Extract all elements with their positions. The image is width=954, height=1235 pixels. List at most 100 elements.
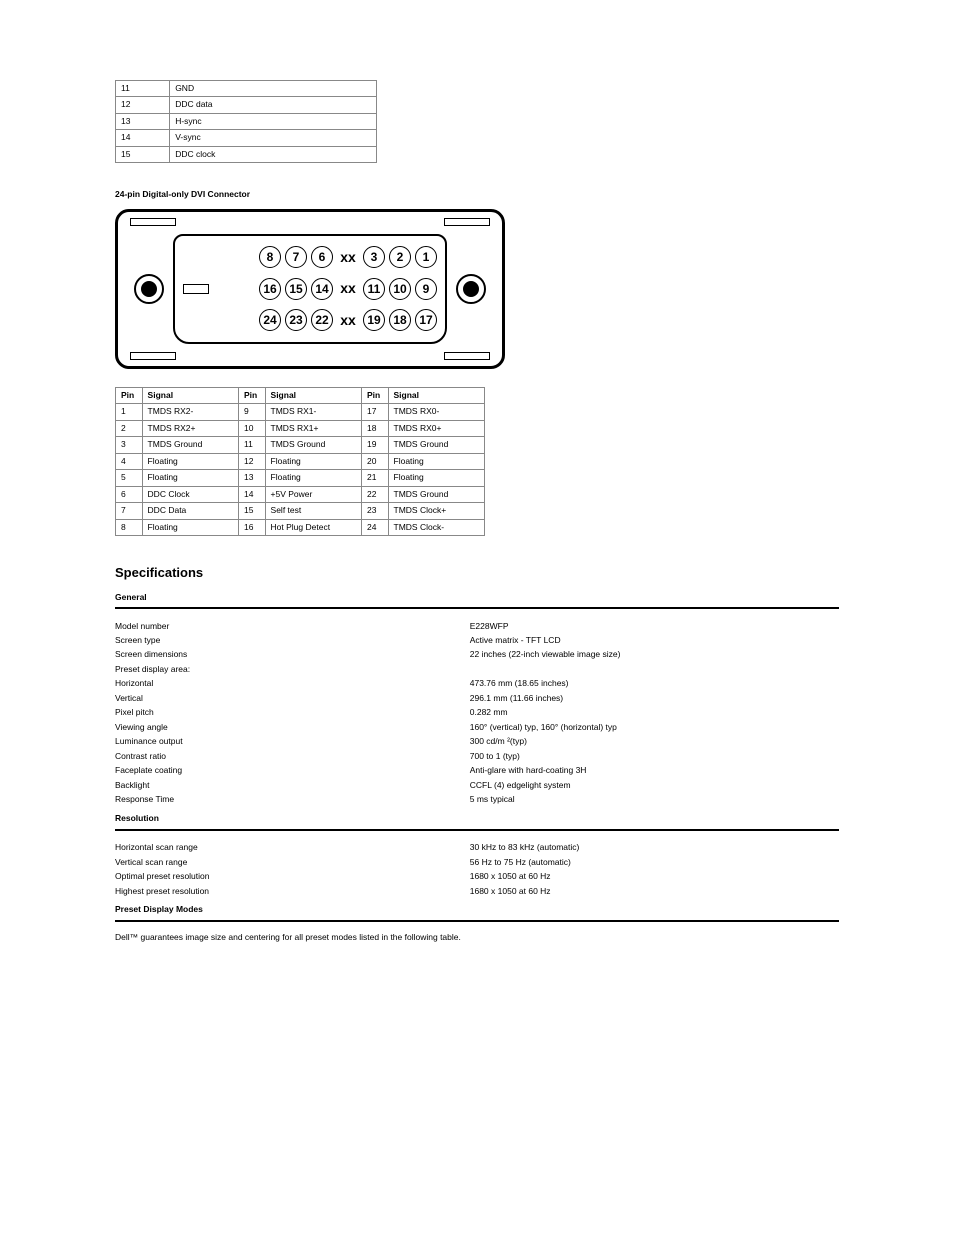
spec-key: Vertical scan range [115,855,470,869]
spec-row: Optimal preset resolution1680 x 1050 at … [115,870,839,884]
pin-circle: 8 [259,246,281,268]
spec-row: Faceplate coatingAnti-glare with hard-co… [115,764,839,778]
section-rule [115,607,839,609]
section-rule [115,920,839,922]
table-row: 12DDC data [116,97,377,113]
pin-signal: Floating [388,470,484,486]
pin-row: 242322xx191817 [213,309,437,331]
pin-number: 13 [116,113,170,129]
pin-signal: TMDS RX2+ [142,420,238,436]
jackscrew-icon [134,274,164,304]
pin-circle: 14 [311,278,333,300]
spec-row: Luminance output300 cd/m ²(typ) [115,735,839,749]
table-row: 6DDC Clock14+5V Power22TMDS Ground [116,486,485,502]
pin-signal: TMDS RX1- [265,404,361,420]
spec-key: Screen dimensions [115,648,470,662]
table-header-cell: Pin [116,387,143,403]
table-header-cell: Pin [238,387,265,403]
pin-signal: Self test [265,503,361,519]
spec-value: 22 inches (22-inch viewable image size) [470,648,839,662]
spec-row: Preset display area: [115,662,839,676]
spec-value: 0.282 mm [470,706,839,720]
pin-number: 6 [116,486,143,502]
spec-row: Screen typeActive matrix - TFT LCD [115,634,839,648]
spec-value: 30 kHz to 83 kHz (automatic) [470,841,839,855]
spec-value: 700 to 1 (typ) [470,749,839,763]
spec-row: Pixel pitch0.282 mm [115,706,839,720]
pin-number: 24 [361,519,388,535]
pin-circle: 18 [389,309,411,331]
spec-key: Screen type [115,634,470,648]
pin-signal: TMDS Clock- [388,519,484,535]
table-row: 8Floating16Hot Plug Detect24TMDS Clock- [116,519,485,535]
spec-value: CCFL (4) edgelight system [470,778,839,792]
pin-number: 22 [361,486,388,502]
pin-signal: GND [170,81,377,97]
spec-value: 1680 x 1050 at 60 Hz [470,870,839,884]
pin-number: 7 [116,503,143,519]
pin-signal: Floating [142,519,238,535]
pin-signal: V-sync [170,130,377,146]
pin-signal: TMDS RX1+ [265,420,361,436]
pin-circle: 11 [363,278,385,300]
pin-circle: 6 [311,246,333,268]
pin-circle: 23 [285,309,307,331]
pin-signal: DDC Clock [142,486,238,502]
pin-number: 8 [116,519,143,535]
pin-circle: 17 [415,309,437,331]
spec-value: Active matrix - TFT LCD [470,634,839,648]
connector-tab [130,352,176,360]
pin-number: 19 [361,437,388,453]
spec-value: 56 Hz to 75 Hz (automatic) [470,855,839,869]
pin-signal: TMDS Ground [388,486,484,502]
resolution-subheading: Resolution [115,813,839,824]
spec-key: Faceplate coating [115,764,470,778]
section-rule [115,829,839,831]
pin-number: 14 [116,130,170,146]
spec-value: 296.1 mm (11.66 inches) [470,691,839,705]
spec-value: 160° (vertical) typ, 160° (horizontal) t… [470,720,839,734]
table-row: 5Floating13Floating21Floating [116,470,485,486]
pin-circle: 10 [389,278,411,300]
pin-circle: 15 [285,278,307,300]
table-header-cell: Signal [265,387,361,403]
pin-number: 15 [116,146,170,162]
table-row: 15DDC clock [116,146,377,162]
pin-circle: 24 [259,309,281,331]
table-row: 4Floating12Floating20Floating [116,453,485,469]
pin-signal: TMDS RX0+ [388,420,484,436]
table-header-cell: Pin [361,387,388,403]
spec-row: Vertical scan range56 Hz to 75 Hz (autom… [115,855,839,869]
dvi-connector-title: 24-pin Digital-only DVI Connector [115,189,839,200]
resolution-spec-table: Horizontal scan range30 kHz to 83 kHz (a… [115,841,839,899]
pin-signal: Floating [142,470,238,486]
pin-number: 11 [116,81,170,97]
specifications-heading: Specifications [115,564,839,582]
pin-signal: Floating [388,453,484,469]
spec-value: 473.76 mm (18.65 inches) [470,677,839,691]
dvi-ground-blade [183,284,209,294]
spec-value: Anti-glare with hard-coating 3H [470,764,839,778]
spec-row: BacklightCCFL (4) edgelight system [115,778,839,792]
pin-gap-marker: xx [337,279,359,298]
spec-key: Backlight [115,778,470,792]
pin-signal: Floating [142,453,238,469]
spec-key: Optimal preset resolution [115,870,470,884]
pin-circle: 2 [389,246,411,268]
pin-number: 16 [238,519,265,535]
pin-row: 161514xx11109 [213,278,437,300]
pin-signal: TMDS Ground [388,437,484,453]
pin-signal: Floating [265,470,361,486]
pin-number: 3 [116,437,143,453]
pin-number: 14 [238,486,265,502]
spec-key: Pixel pitch [115,706,470,720]
connector-tab [444,218,490,226]
table-row: 7DDC Data15Self test23TMDS Clock+ [116,503,485,519]
jackscrew-icon [456,274,486,304]
table-row: 13H-sync [116,113,377,129]
spec-value: E228WFP [470,619,839,633]
pin-number: 12 [238,453,265,469]
spec-value [470,662,839,676]
pin-number: 5 [116,470,143,486]
table-row: 1TMDS RX2-9TMDS RX1-17TMDS RX0- [116,404,485,420]
